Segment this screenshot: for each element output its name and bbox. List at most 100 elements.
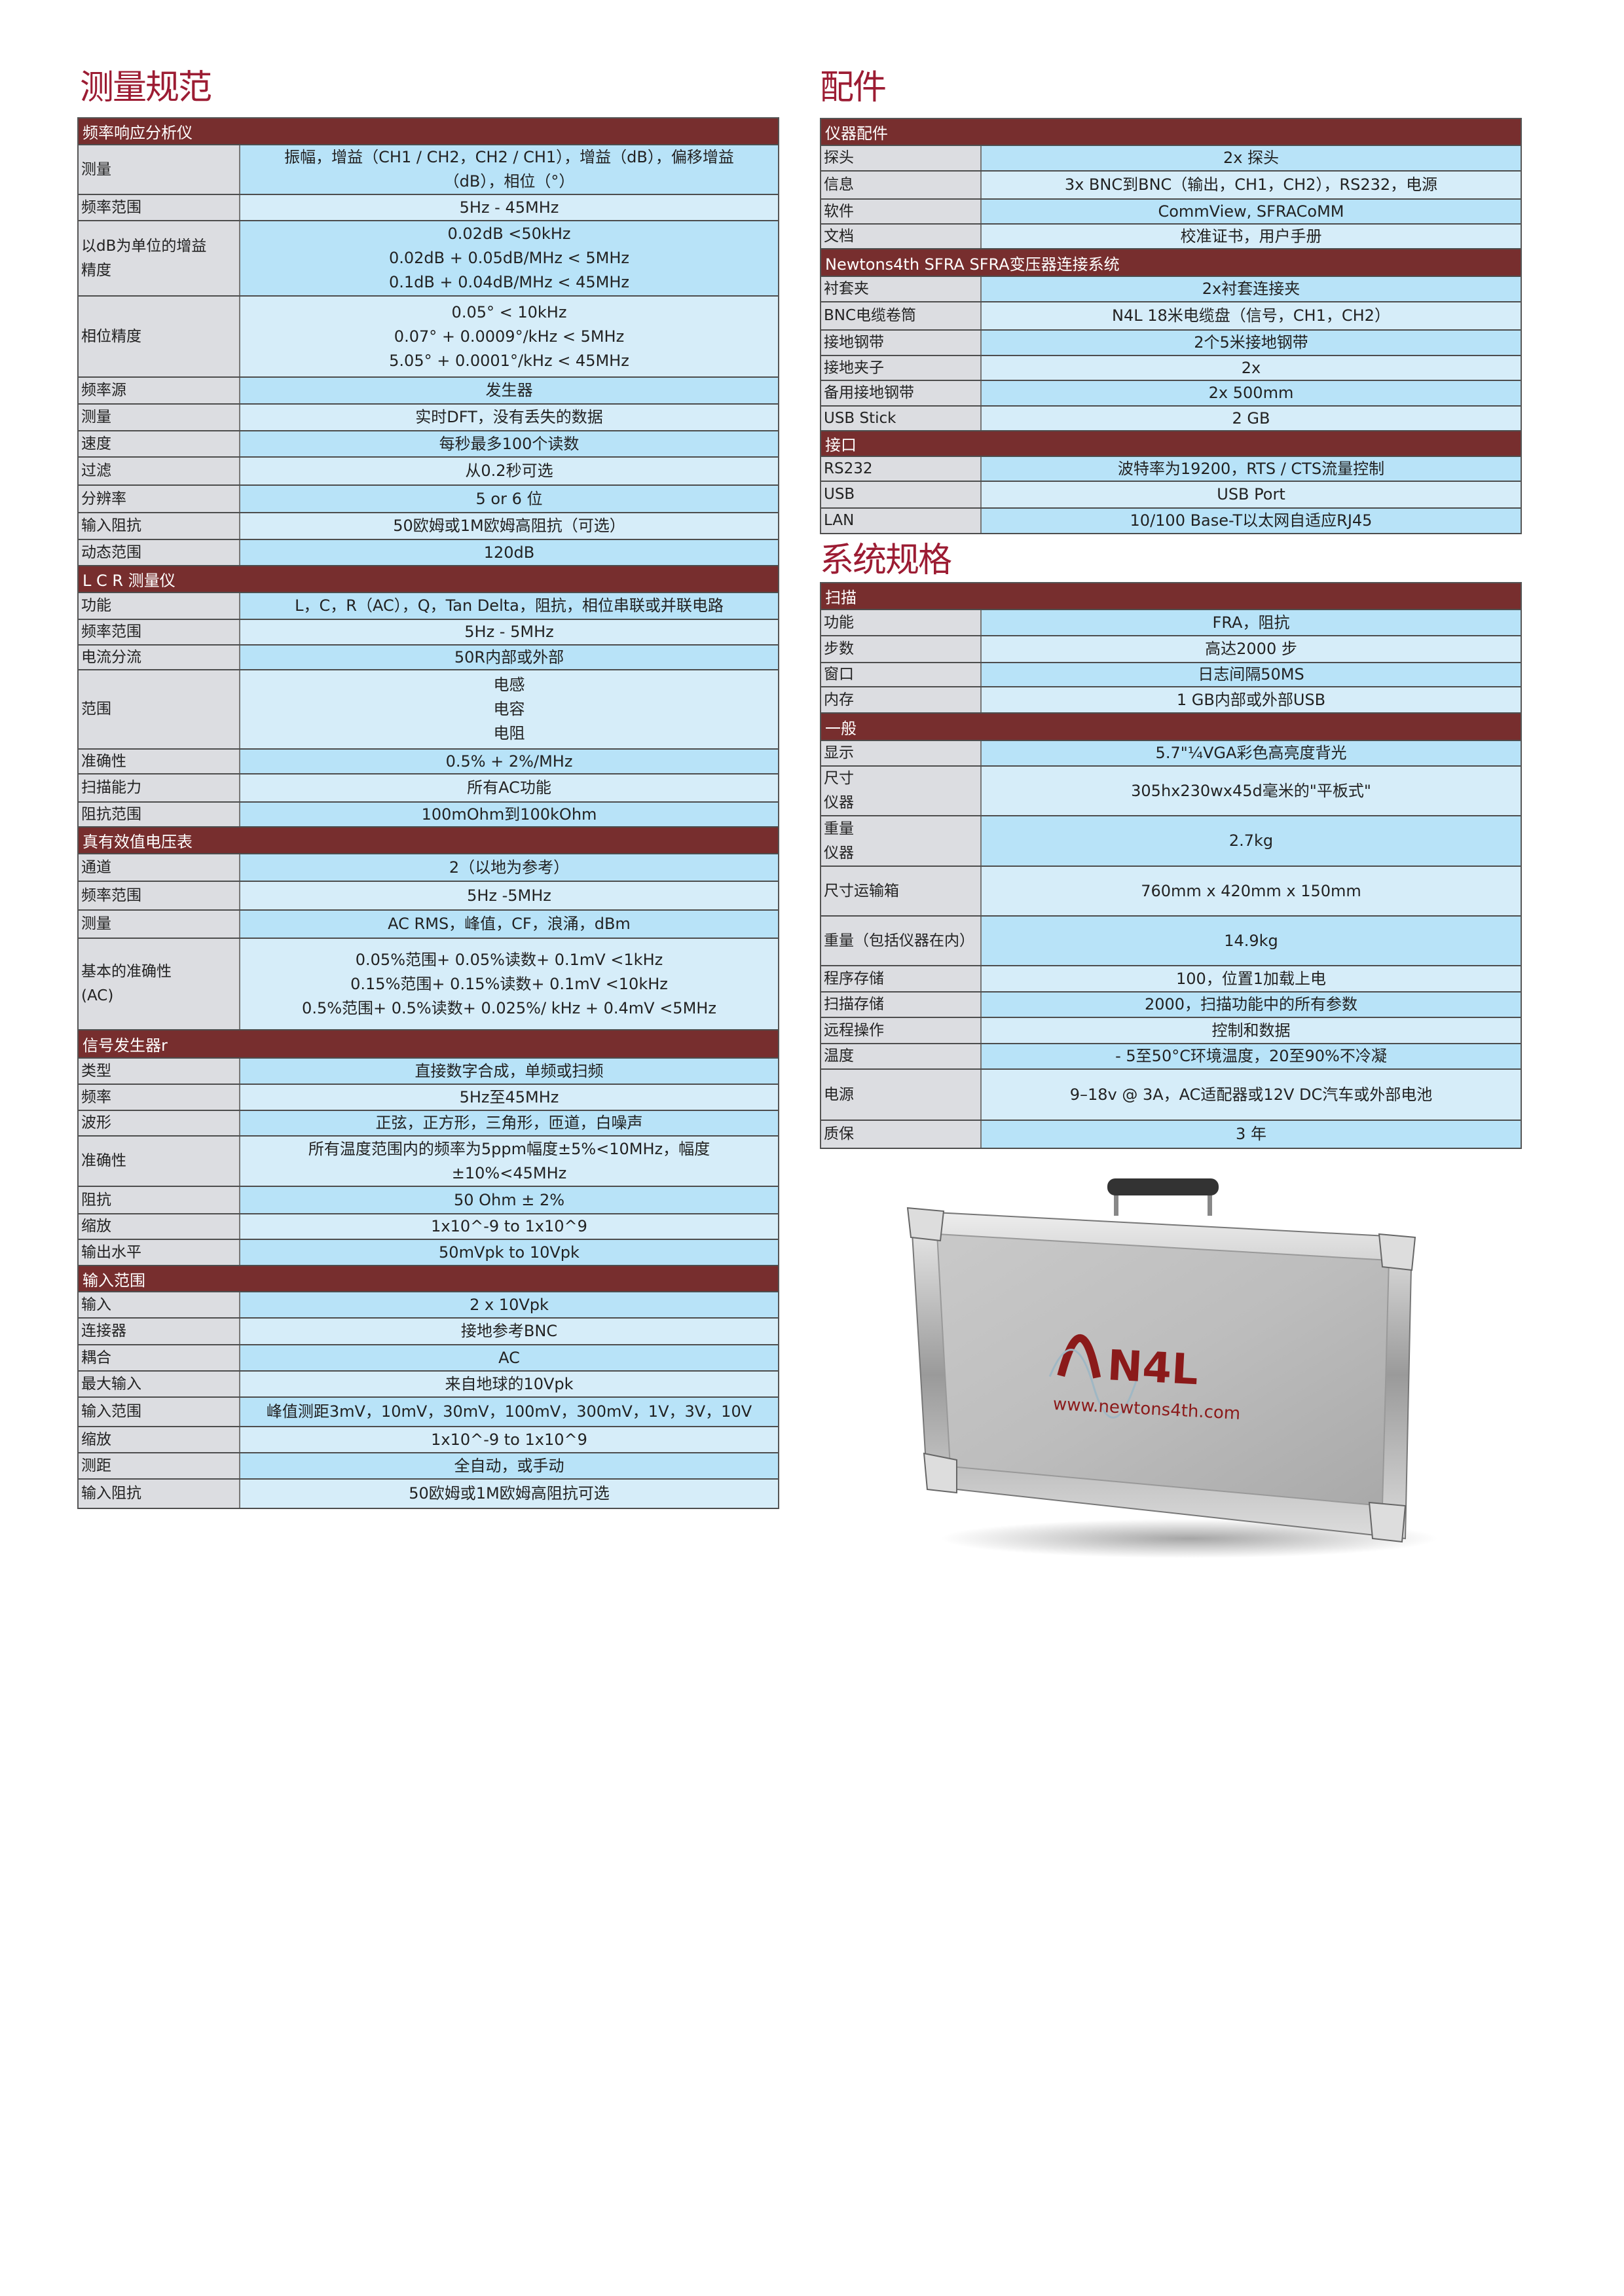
section-header: 真有效值电压表 — [79, 828, 778, 854]
spec-label: 电源 — [821, 1070, 982, 1120]
spec-row: BNC电缆卷筒 N4L 18米电缆盘（信号，CH1，CH2） — [821, 302, 1521, 331]
spec-row: 电流分流 50R内部或外部 — [79, 646, 778, 670]
spec-value-line: 0.15%范围+ 0.15%读数+ 0.1mV <10kHz — [350, 974, 668, 993]
spec-label-line: RS232 — [824, 460, 873, 477]
spec-row: 输出水平 50mVpk to 10Vpk — [79, 1240, 778, 1266]
spec-label: 速度 — [79, 431, 240, 456]
spec-label-line: 备用接地钢带 — [824, 384, 914, 401]
spec-label-line: 缩放 — [81, 1218, 111, 1235]
spec-row: 最大输入 来自地球的10Vpk — [79, 1372, 778, 1398]
spec-value-line: - 5至50°C环境温度，20至90%不冷凝 — [1115, 1047, 1387, 1065]
spec-label-line: 程序存储 — [824, 970, 884, 987]
spec-value-line: USB Port — [1217, 485, 1285, 503]
spec-label-line: BNC电缆卷筒 — [824, 307, 917, 324]
spec-value: AC — [240, 1345, 778, 1370]
spec-label-line: 阻抗 — [81, 1191, 111, 1209]
spec-label: LAN — [821, 509, 982, 533]
spec-label: 准确性 — [79, 1137, 240, 1186]
spec-label-line: 频率范围 — [81, 198, 141, 216]
section-header: 频率响应分析仪 — [79, 118, 778, 145]
carrying-case-image: N4L www.newtons4th.com — [906, 1178, 1438, 1558]
spec-label-line: 测距 — [81, 1457, 111, 1474]
section-header: Newtons4th SFRA SFRA变压器连接系统 — [821, 249, 1521, 277]
spec-label-line: 输入 — [81, 1296, 111, 1313]
spec-label-line: 测量 — [81, 409, 111, 426]
spec-label-line: 显示 — [824, 744, 854, 761]
spec-label: USB Stick — [821, 407, 982, 430]
spec-value-line: 2（以地为参考） — [449, 858, 570, 877]
spec-row: 频率 5Hz至45MHz — [79, 1085, 778, 1111]
spec-value-line: 2x — [1241, 358, 1261, 377]
spec-value: 1x10^-9 to 1x10^9 — [240, 1214, 778, 1239]
spec-value-line: AC — [498, 1348, 520, 1367]
spec-row: RS232 波特率为19200，RTS / CTS流量控制 — [821, 457, 1521, 482]
spec-label-line: LAN — [824, 512, 855, 529]
spec-value: 5 or 6 位 — [240, 486, 778, 512]
spec-label: 阻抗范围 — [79, 803, 240, 826]
spec-value: AC RMS，峰值，CF，浪涌，dBm — [240, 911, 778, 938]
spec-label: 显示 — [821, 741, 982, 765]
spec-value-line: 50欧姆或1M欧姆高阻抗可选 — [409, 1484, 610, 1503]
spec-label: 阻抗 — [79, 1187, 240, 1213]
spec-value-line: 全自动，或手动 — [454, 1456, 564, 1475]
spec-label-line: 输入阻抗 — [81, 517, 141, 534]
handle-icon — [1107, 1178, 1219, 1216]
spec-label: 输入范围 — [79, 1398, 240, 1426]
spec-value-line: 从0.2秒可选 — [465, 462, 553, 480]
spec-label: 尺寸运输箱 — [821, 867, 982, 915]
spec-label: 基本的准确性 (AC) — [79, 939, 240, 1029]
spec-row: 功能 L，C，R（AC），Q，Tan Delta，阻抗，相位串联或并联电路 — [79, 593, 778, 620]
spec-label: 输入 — [79, 1292, 240, 1317]
spec-value-line: 发生器 — [485, 381, 533, 399]
spec-row: 尺寸运输箱 760mm x 420mm x 150mm — [821, 867, 1521, 917]
spec-label-line: 功能 — [81, 597, 111, 614]
spec-value-line: 14.9kg — [1224, 931, 1278, 950]
spec-label: 内存 — [821, 687, 982, 712]
spec-label-line: 通道 — [81, 858, 111, 876]
spec-row: 动态范围 120dB — [79, 540, 778, 566]
spec-row: 信息 3x BNC到BNC（输出，CH1，CH2），RS232，电源 — [821, 172, 1521, 200]
spec-value: L，C，R（AC），Q，Tan Delta，阻抗，相位串联或并联电路 — [240, 593, 778, 619]
spec-label: 测距 — [79, 1453, 240, 1478]
spec-label: 步数 — [821, 636, 982, 662]
spec-value: 2x衬套连接夹 — [982, 277, 1521, 301]
spec-label: 软件 — [821, 200, 982, 223]
spec-value: 2x — [982, 356, 1521, 380]
spec-value-line: CommView, SFRACoMM — [1158, 202, 1344, 221]
spec-value-line: 5.7"¼VGA彩色高亮度背光 — [1155, 744, 1347, 762]
spec-value-line: 峰值测距3mV，10mV，30mV，100mV，300mV，1V，3V，10V — [266, 1402, 752, 1421]
corner-brackets — [906, 1207, 1416, 1543]
spec-label-line: 波形 — [81, 1114, 111, 1131]
spec-label-line: 尺寸 — [824, 770, 854, 787]
spec-label-line: 速度 — [81, 435, 111, 452]
spec-value: CommView, SFRACoMM — [982, 200, 1521, 223]
spec-value-line: 2 x 10Vpk — [470, 1295, 549, 1314]
spec-value: 3 年 — [982, 1121, 1521, 1148]
spec-label-line: 频率范围 — [81, 886, 141, 904]
spec-label: 分辨率 — [79, 486, 240, 512]
spec-row: 程序存储 100，位置1加载上电 — [821, 966, 1521, 993]
spec-label-line: 扫描存储 — [824, 996, 884, 1013]
spec-value: 2（以地为参考） — [240, 854, 778, 881]
spec-label: RS232 — [821, 457, 982, 481]
spec-label-line: 频率范围 — [81, 623, 141, 640]
spec-value: 2x 500mm — [982, 381, 1521, 405]
spec-label: 输入阻抗 — [79, 1480, 240, 1508]
spec-label-line: 尺寸运输箱 — [824, 882, 899, 900]
spec-row: 测量 振幅，增益（CH1 / CH2，CH2 / CH1），增益（dB），偏移增益… — [79, 145, 778, 195]
spec-label-line: 耦合 — [81, 1349, 111, 1366]
spec-value-line: 50 Ohm ± 2% — [453, 1190, 565, 1209]
spec-label: 频率范围 — [79, 195, 240, 220]
spec-label: 相位精度 — [79, 297, 240, 376]
measurement-spec-table: 频率响应分析仪 测量 振幅，增益（CH1 / CH2，CH2 / CH1），增益（d… — [77, 117, 779, 1509]
spec-label-line: 输入范围 — [81, 1403, 141, 1420]
spec-value-line: 2000，扫描功能中的所有参数 — [1144, 995, 1358, 1013]
spec-row: 过滤 从0.2秒可选 — [79, 458, 778, 486]
spec-value-line: 所有温度范围内的频率为5ppm幅度±5%<10MHz，幅度 — [308, 1139, 710, 1158]
spec-row: 接地钢带 2个5米接地钢带 — [821, 331, 1521, 356]
spec-label-line: 远程操作 — [824, 1021, 884, 1039]
spec-label-line: 重量 — [824, 820, 854, 837]
spec-label: 测量 — [79, 911, 240, 938]
spec-value-line: 1x10^-9 to 1x10^9 — [431, 1430, 587, 1449]
spec-label: 重量 仪器 — [821, 816, 982, 866]
